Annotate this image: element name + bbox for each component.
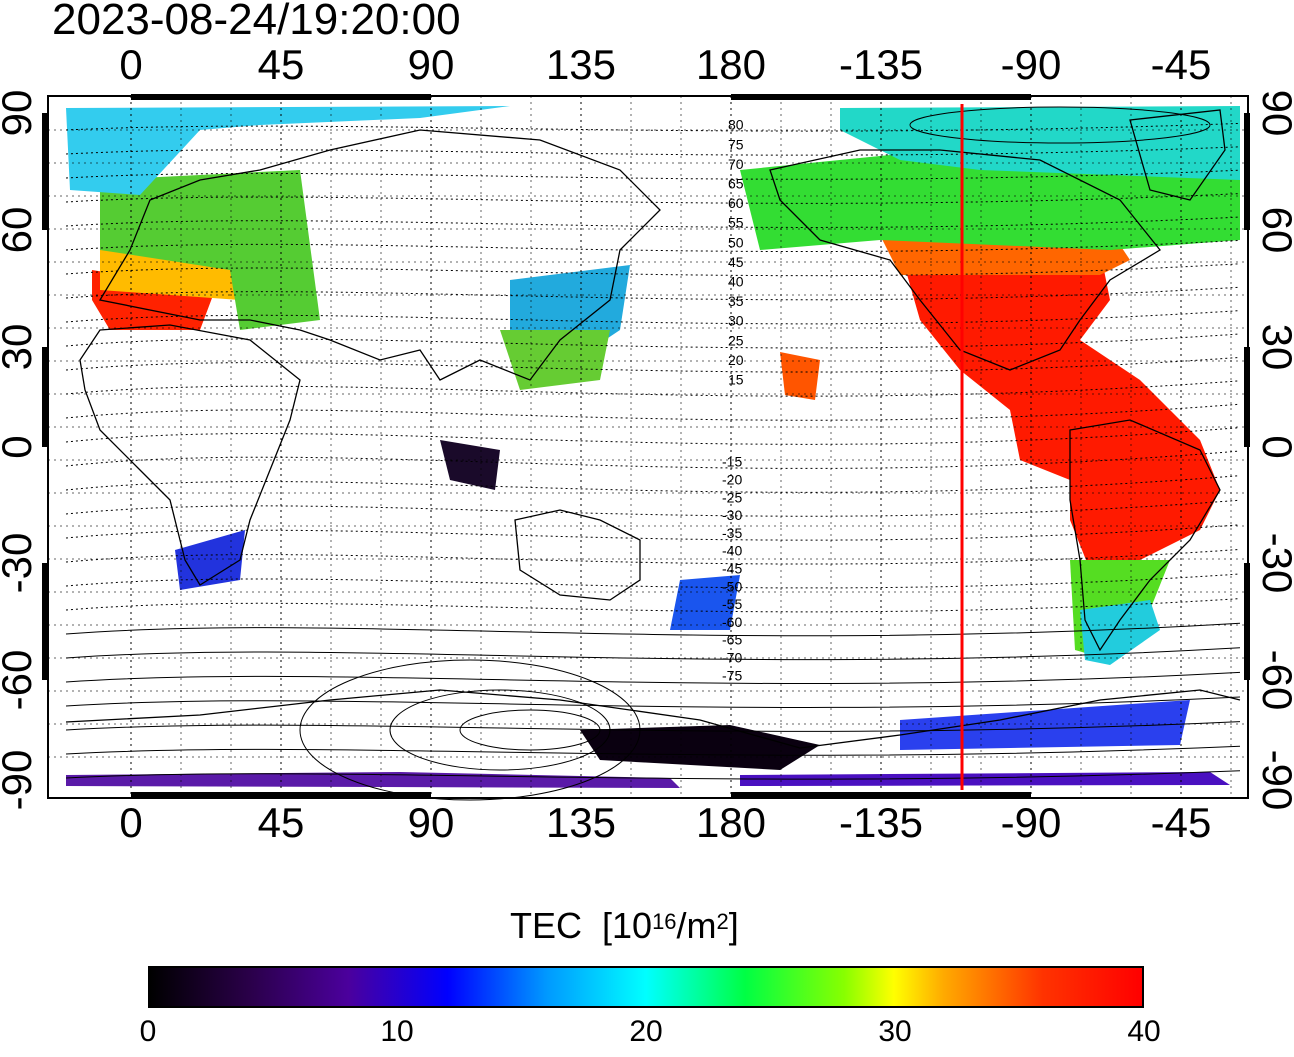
tick-label: 30 <box>1254 324 1294 371</box>
tick-label: 180 <box>696 799 766 846</box>
coastline-africa <box>79 324 301 586</box>
magnetic-latitude-labels: 80 75 70 65 60 55 50 45 40 35 30 25 20 15 -15 -20-25 -30… <box>722 117 744 684</box>
tec-patch-arctic-eu-cyan <box>66 106 510 195</box>
tick-label: 30 <box>0 324 40 371</box>
tec-world-map: 0 45 90 135 180 -135 -90 -45 0 45 90 135 180 -135 -90… <box>0 41 1294 846</box>
tick-label: -135 <box>839 799 923 846</box>
tick-label: 25 <box>728 332 744 348</box>
coastline-south-america <box>1069 419 1221 652</box>
map-frame-tick-bars <box>42 94 1250 798</box>
tick-label: -30 <box>722 507 742 523</box>
map-gridlines <box>48 96 1248 798</box>
tick-label: 0 <box>0 435 40 458</box>
coastline-greenland <box>1129 109 1226 201</box>
latitude-ticks-right: 90 60 30 0 -30 -60 -90 <box>1254 90 1294 811</box>
tick-label: 90 <box>1254 90 1294 137</box>
tick-label: 90 <box>408 799 455 846</box>
tick-label: -30 <box>1254 533 1294 594</box>
colorbar-title: TEC [1016/m2] <box>510 906 739 946</box>
colorbar-unit-exponent2: 2 <box>716 909 729 934</box>
tec-data-layer <box>66 106 1240 788</box>
tick-label: 55 <box>728 215 744 231</box>
coastline-antarctica <box>65 689 1241 749</box>
tick-label: -55 <box>722 596 742 612</box>
tec-patch-antarctic-w-blue <box>900 700 1190 750</box>
tec-patch-samerica-cyan <box>1080 600 1160 665</box>
tick-label: -60 <box>722 614 742 630</box>
tick-label: -35 <box>722 525 742 541</box>
tick-label: 135 <box>546 799 616 846</box>
colorbar-tick-label: 0 <box>139 1015 157 1048</box>
tec-patch-indonesia-dark <box>440 440 500 490</box>
tick-label: 20 <box>728 352 744 368</box>
coastline-australia <box>514 509 641 601</box>
tick-label: 75 <box>728 136 744 152</box>
colorbar-tick-label: 30 <box>878 1015 912 1048</box>
tick-label: 15 <box>728 372 744 388</box>
coastline-north-america <box>769 149 1161 371</box>
colorbar-tick-label: 40 <box>1127 1015 1161 1048</box>
colorbar-tick-label: 10 <box>380 1015 414 1048</box>
coastlines <box>65 109 1241 749</box>
tick-label: 35 <box>728 293 744 309</box>
tick-label: -90 <box>1001 799 1062 846</box>
tick-label: 0 <box>119 41 142 88</box>
tick-label: 70 <box>728 156 744 172</box>
longitude-ticks-top: 0 45 90 135 180 -135 -90 -45 <box>119 41 1211 88</box>
colorbar-unit-exponent: 16 <box>652 909 677 934</box>
tick-label: 80 <box>728 117 744 133</box>
tick-label: 45 <box>258 799 305 846</box>
tec-patch-antarctic-purple <box>66 772 680 788</box>
tick-label: -70 <box>722 650 742 666</box>
tec-patch-europe-green <box>100 170 320 330</box>
tick-label: 50 <box>728 234 744 250</box>
tick-label: -50 <box>722 578 742 594</box>
tick-label: 0 <box>119 799 142 846</box>
tick-label: -45 <box>1151 799 1212 846</box>
tec-patch-hawaii-orange <box>780 352 820 400</box>
tick-label: -60 <box>0 650 40 711</box>
tick-label: 60 <box>728 195 744 211</box>
map-timestamp-title: 2023-08-24/19:20:00 <box>52 0 461 44</box>
tick-label: -60 <box>1254 650 1294 711</box>
longitude-ticks-bottom: 0 45 90 135 180 -135 -90 -45 <box>119 799 1211 846</box>
colorbar-label: TEC <box>510 905 582 946</box>
tick-label: -45 <box>1151 41 1212 88</box>
tick-label: -30 <box>0 533 40 594</box>
tec-patch-nz-blue <box>670 575 740 630</box>
tick-label: 90 <box>0 90 40 137</box>
tick-label: -135 <box>839 41 923 88</box>
tick-label: -75 <box>722 667 742 683</box>
tick-label: 30 <box>728 313 744 329</box>
tec-patch-asia-green <box>500 330 610 390</box>
tick-label: -25 <box>722 489 742 505</box>
colorbar-tick-label: 20 <box>629 1015 663 1048</box>
colorbar-unit-prefix: [10 <box>602 905 653 946</box>
tick-label: 180 <box>696 41 766 88</box>
tick-label: 135 <box>546 41 616 88</box>
latitude-ticks-left: 90 60 30 0 -30 -60 -90 <box>0 90 40 811</box>
tick-label: -90 <box>0 750 40 811</box>
tec-patch-americas-red <box>900 250 1220 570</box>
tick-label: 45 <box>258 41 305 88</box>
tick-label: -45 <box>722 561 742 577</box>
tec-patch-safrica-blue <box>175 530 245 590</box>
tick-label: -90 <box>1001 41 1062 88</box>
tick-label: 90 <box>408 41 455 88</box>
tick-label: 45 <box>728 254 744 270</box>
coastline-eurasia <box>98 129 661 381</box>
tick-label: 0 <box>1254 435 1294 458</box>
tick-label: -40 <box>722 543 742 559</box>
colorbar-unit-suffix: ] <box>728 905 739 946</box>
tick-label: -15 <box>722 454 742 470</box>
colorbar-unit-mid: /m <box>676 905 717 946</box>
tick-label: 60 <box>1254 207 1294 254</box>
tick-label: 60 <box>0 207 40 254</box>
tick-label: -65 <box>722 632 742 648</box>
tick-label: 40 <box>728 274 744 290</box>
tick-label: -20 <box>722 472 742 488</box>
tec-colorbar <box>148 966 1144 1008</box>
tick-label: -90 <box>1254 750 1294 811</box>
tick-label: 65 <box>728 176 744 192</box>
